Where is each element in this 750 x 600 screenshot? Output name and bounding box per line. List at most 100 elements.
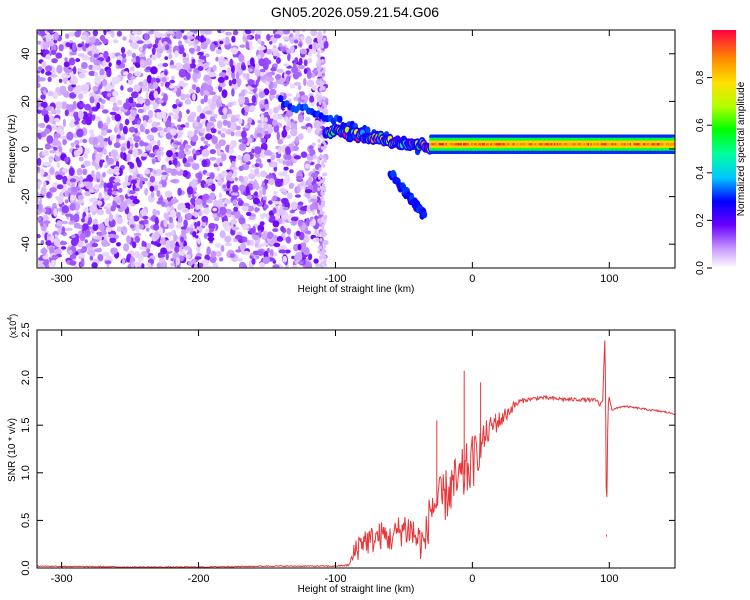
spectrogram-noise-cell (73, 265, 78, 268)
spectrogram-noise-cell (64, 156, 69, 163)
spectrogram-noise-cell (160, 237, 166, 246)
spectrogram-noise-cell (188, 88, 194, 94)
spectrogram-noise-cell (265, 48, 273, 55)
spectrogram-noise-cell (99, 68, 105, 77)
spectrogram-noise-cell (296, 186, 301, 194)
spectrogram-noise-cell (166, 33, 171, 38)
spectrogram-noise-cell (311, 142, 316, 147)
spectrogram-noise-cell (284, 116, 289, 122)
spectrogram-noise-cell (131, 91, 139, 99)
spectrogram-noise-cell (288, 182, 294, 189)
spectrogram-noise-cell (254, 207, 259, 213)
spectrogram-noise-cell (184, 93, 191, 99)
spectrogram-noise-cell (176, 166, 181, 172)
spectrogram-noise-cell (154, 38, 159, 45)
spectrogram-noise-cell (161, 77, 167, 83)
spectrogram-noise-cell (316, 53, 320, 58)
spectrogram-noise-cell (321, 69, 325, 74)
spectrogram-noise-cell (193, 193, 200, 197)
spectrogram-noise-cell (128, 190, 136, 195)
spectrogram-noise-cell (132, 241, 137, 249)
spectrogram-noise-cell (316, 67, 320, 72)
spectrogram-noise-cell (164, 70, 168, 76)
spectrogram-noise-cell (45, 240, 53, 246)
spectrogram-noise-cell (124, 118, 130, 126)
spectrogram-noise-cell (134, 62, 141, 68)
spectrogram-noise-cell (299, 35, 305, 41)
spectrogram-noise-cell (167, 30, 174, 34)
spectrogram-noise-cell (44, 143, 51, 150)
spectrogram-noise-cell (105, 227, 112, 232)
spectrogram-noise-cell (101, 239, 109, 247)
spectrogram-noise-cell (128, 96, 134, 104)
spectrogram-noise-cell (320, 197, 324, 202)
spectrogram-noise-cell (202, 37, 207, 42)
spectrogram-noise-cell (204, 254, 210, 261)
spectrogram-noise-cell (272, 81, 278, 89)
spectrogram-noise-cell (89, 197, 97, 203)
spectrogram-noise-cell (70, 186, 79, 192)
spectrogram-noise-cell (178, 40, 182, 46)
spectrogram-noise-cell (218, 139, 226, 147)
y-tick-label: -20 (20, 189, 32, 205)
spectrogram-noise-cell (132, 30, 138, 35)
spectrogram-noise-cell (56, 162, 61, 168)
spectrogram-noise-cell (147, 109, 154, 119)
spectrogram-band-cell (671, 142, 675, 146)
spectrogram-noise-cell (72, 100, 77, 110)
spectrogram-noise-cell (56, 220, 63, 227)
spectrogram-noise-cell (289, 209, 295, 214)
spectrogram-noise-cell (119, 123, 124, 131)
spectrogram-noise-cell (175, 30, 183, 40)
spectrogram-noise-cell (298, 133, 304, 140)
spectrogram-noise-cell (206, 178, 214, 183)
spectrogram-noise-cell (284, 153, 292, 161)
spectrogram-noise-cell (241, 64, 247, 71)
spectrogram-noise-cell (324, 172, 328, 177)
spectrogram-noise-cell (195, 198, 203, 205)
spectrogram-noise-cell (118, 187, 123, 193)
y-tick-label: 0.0 (20, 560, 32, 575)
spectrogram-noise-cell (102, 109, 109, 114)
spectrogram-noise-cell (318, 44, 322, 49)
spectrogram-noise-cell (82, 223, 89, 232)
spectrogram-noise-cell (300, 206, 307, 211)
spectrogram-noise-cell (292, 145, 300, 152)
spectrogram-noise-cell (136, 40, 144, 44)
spectrogram-noise-cell (113, 178, 121, 183)
spectrogram-noise-cell (89, 255, 94, 261)
spectrogram-noise-cell (207, 228, 215, 233)
spectrogram-noise-cell (110, 149, 119, 158)
spectrogram-noise-cell (189, 63, 196, 69)
spectrogram-noise-cell (247, 117, 253, 124)
spectrogram-noise-cell (134, 128, 138, 134)
spectrogram-noise-cell (188, 260, 193, 266)
spectrogram-noise-cell (198, 211, 202, 217)
spectrogram-noise-cell (298, 115, 304, 123)
spectrogram-noise-cell (80, 84, 88, 91)
spectrogram-noise-cell (235, 71, 240, 80)
spectrogram-noise-cell (318, 107, 322, 111)
spectrogram-noise-cell (139, 46, 143, 52)
spectrogram-noise-cell (98, 74, 107, 79)
spectrogram-noise-cell (41, 214, 49, 222)
spectrogram-noise-cell (110, 247, 118, 255)
spectrogram-noise-cell (322, 200, 326, 205)
spectrogram-noise-cell (156, 190, 161, 197)
spectrogram-noise-cell (199, 127, 206, 134)
spectrogram-noise-cell (278, 171, 286, 177)
spectrogram-noise-cell (273, 242, 281, 248)
spectrogram-noise-cell (238, 184, 246, 192)
spectrogram-noise-cell (225, 31, 232, 36)
spectrogram-noise-cell (189, 204, 195, 209)
spectrogram-noise-cell (102, 60, 107, 67)
spectrogram-noise-cell (172, 113, 179, 120)
spectrogram-noise-cell (95, 171, 101, 180)
spectrogram-noise-cell (273, 34, 282, 39)
spectrogram-noise-cell (59, 85, 67, 95)
spectrogram-noise-cell (113, 196, 120, 202)
spectrogram-noise-cell (320, 155, 324, 160)
spectrogram-noise-cell (252, 182, 256, 190)
spectrogram-noise-cell (238, 96, 246, 105)
spectrogram-noise-cell (279, 188, 287, 193)
